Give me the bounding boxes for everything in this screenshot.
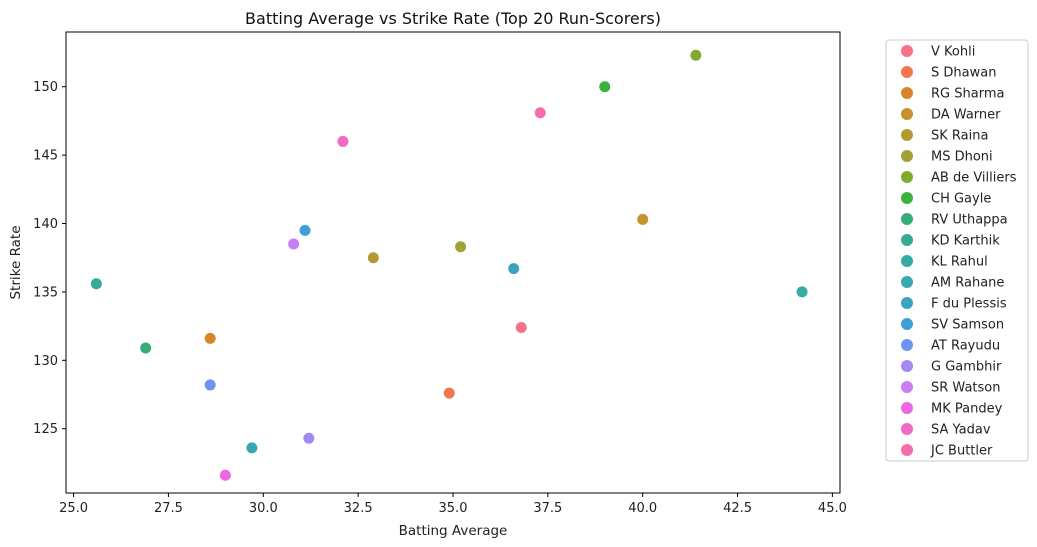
- x-tick-label: 37.5: [533, 501, 562, 516]
- legend-marker: [901, 129, 913, 141]
- legend-label: AT Rayudu: [931, 339, 1000, 354]
- legend-label: G Gambhir: [931, 360, 1002, 375]
- data-point: [303, 432, 315, 444]
- data-point: [637, 213, 649, 225]
- legend-label: AB de Villiers: [931, 171, 1017, 186]
- data-point: [690, 49, 702, 61]
- x-tick-label: 30.0: [249, 501, 278, 516]
- data-point: [288, 238, 300, 250]
- x-tick-label: 25.0: [59, 501, 88, 516]
- legend-marker: [901, 234, 913, 246]
- legend-marker: [901, 192, 913, 204]
- legend-label: RG Sharma: [931, 87, 1004, 102]
- legend-marker: [901, 318, 913, 330]
- legend-label: KD Karthik: [931, 234, 1000, 249]
- data-point: [140, 342, 152, 354]
- y-tick-label: 130: [33, 354, 58, 369]
- legend-marker: [901, 87, 913, 99]
- legend-label: AM Rahane: [931, 276, 1004, 291]
- legend-label: KL Rahul: [931, 255, 988, 270]
- legend-marker: [901, 402, 913, 414]
- legend-label: CH Gayle: [931, 192, 991, 207]
- legend-marker: [901, 150, 913, 162]
- legend-marker: [901, 255, 913, 267]
- legend-label: JC Buttler: [930, 444, 993, 459]
- y-axis-title: Strike Rate: [8, 225, 24, 299]
- data-point: [337, 135, 349, 147]
- legend-label: MK Pandey: [931, 402, 1003, 417]
- legend-label: SV Samson: [931, 318, 1004, 333]
- legend-items: V Kohli S Dhawan RG Sharma DA Warner SK Rain…: [901, 45, 1017, 459]
- data-point: [299, 224, 311, 236]
- y-tick-label: 150: [33, 80, 58, 95]
- legend-marker: [901, 171, 913, 183]
- data-point: [90, 278, 102, 290]
- legend-marker: [901, 360, 913, 372]
- legend-label: SR Watson: [931, 381, 1000, 396]
- data-point: [204, 332, 216, 344]
- legend-label: MS Dhoni: [931, 150, 993, 165]
- data-point: [796, 286, 808, 298]
- y-tick-label: 135: [33, 285, 58, 300]
- legend-label: DA Warner: [931, 108, 1001, 123]
- legend-label: S Dhawan: [931, 66, 996, 81]
- data-point: [246, 442, 258, 454]
- legend-label: SK Raina: [931, 129, 988, 144]
- x-tick-label: 27.5: [154, 501, 183, 516]
- legend-label: V Kohli: [931, 45, 975, 60]
- y-tick-label: 125: [33, 422, 58, 437]
- data-point: [455, 241, 467, 253]
- legend-marker: [901, 66, 913, 78]
- legend-marker: [901, 276, 913, 288]
- chart-title: Batting Average vs Strike Rate (Top 20 R…: [245, 9, 661, 28]
- legend-label: RV Uthappa: [931, 213, 1008, 228]
- data-point: [515, 321, 527, 333]
- x-tick-label: 35.0: [439, 501, 468, 516]
- legend: V Kohli S Dhawan RG Sharma DA Warner SK Rain…: [885, 39, 1029, 462]
- legend-marker: [901, 444, 913, 456]
- x-tick-label: 42.5: [723, 501, 752, 516]
- x-axis-title: Batting Average: [399, 523, 508, 539]
- x-tick-label: 40.0: [628, 501, 657, 516]
- legend-marker: [901, 339, 913, 351]
- data-point: [534, 107, 546, 119]
- data-point: [219, 469, 231, 481]
- x-axis: 25.0 27.5 30.0 32.5 35.0 37.5 40.0 42.5 45.0: [59, 493, 847, 516]
- legend-marker: [901, 381, 913, 393]
- plot-area: 25.0 27.5 30.0 32.5 35.0 37.5 40.0 42.5 45.0 125…: [33, 31, 847, 516]
- legend-label: F du Plessis: [931, 297, 1007, 312]
- x-tick-label: 45.0: [818, 501, 847, 516]
- legend-marker: [901, 297, 913, 309]
- legend-marker: [901, 423, 913, 435]
- data-point: [367, 252, 379, 264]
- plot-frame: [65, 31, 841, 494]
- y-tick-label: 140: [33, 217, 58, 232]
- legend-label: SA Yadav: [931, 423, 991, 438]
- y-tick-label: 145: [33, 149, 58, 164]
- data-point: [508, 263, 520, 275]
- legend-marker: [901, 45, 913, 57]
- data-point: [443, 387, 455, 399]
- legend-marker: [901, 213, 913, 225]
- data-points: [90, 49, 808, 481]
- legend-marker: [901, 108, 913, 120]
- y-axis: 125 130 135 140 145 150: [33, 80, 66, 437]
- x-tick-label: 32.5: [344, 501, 373, 516]
- data-point: [599, 81, 611, 93]
- data-point: [204, 379, 216, 391]
- legend-frame: [885, 39, 1029, 462]
